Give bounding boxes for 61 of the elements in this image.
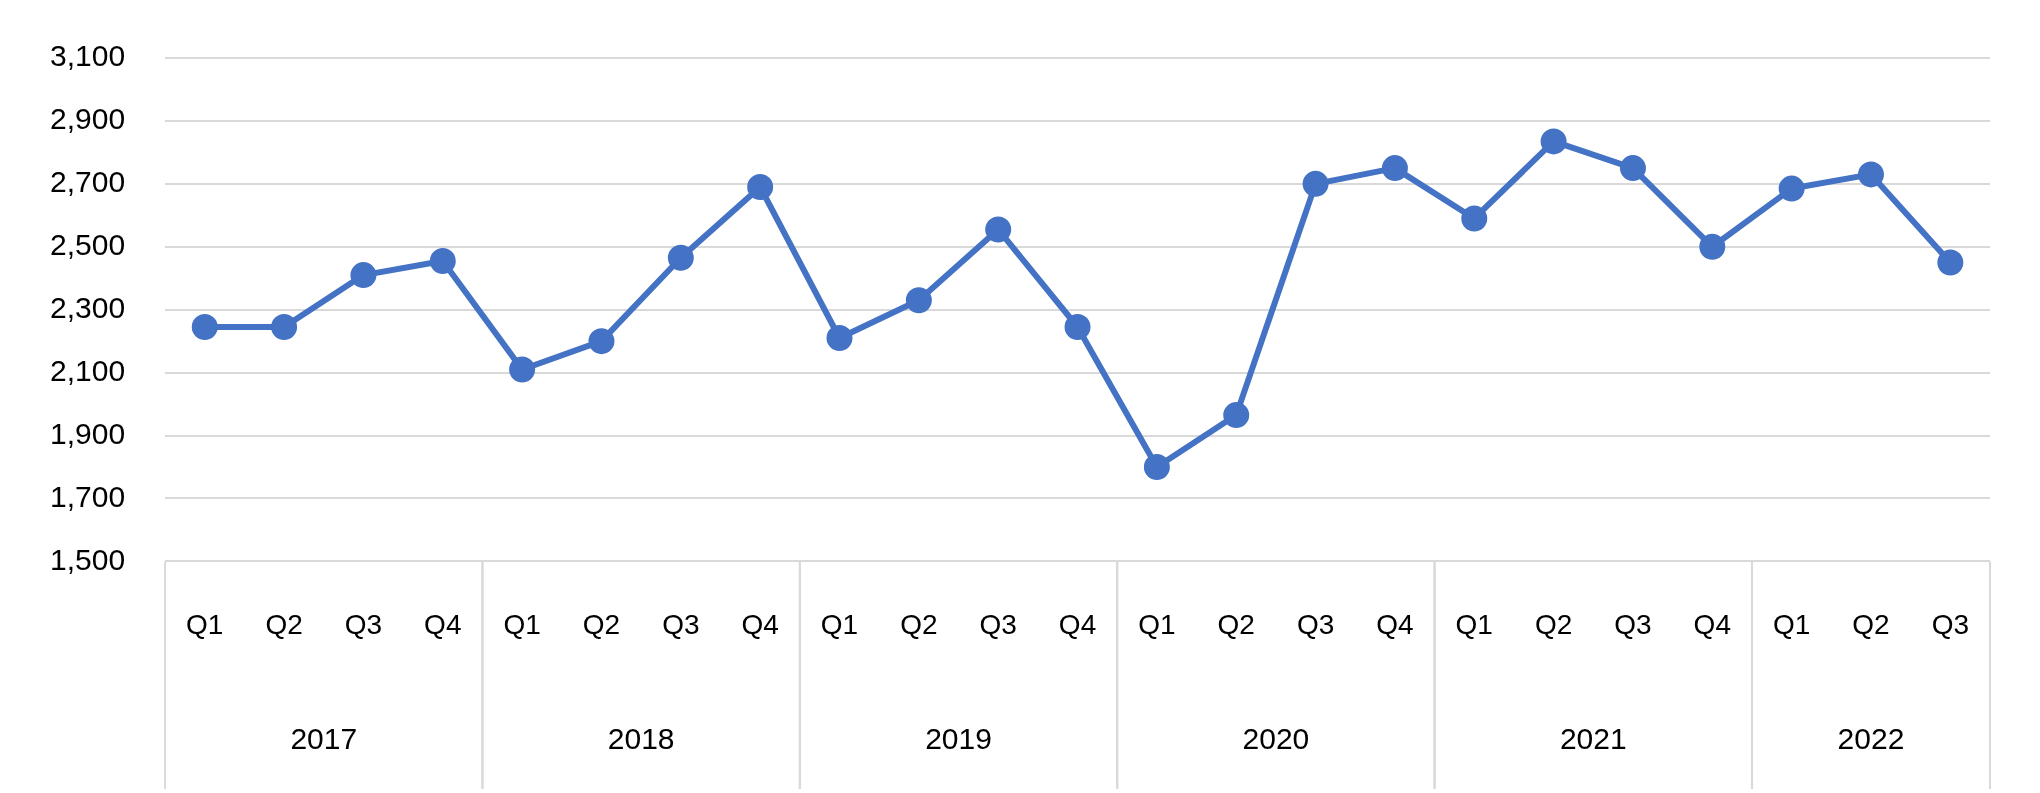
x-tick-label: Q1: [1772, 608, 1811, 640]
x-tick-label: Q2: [1217, 608, 1255, 640]
text: 2021: [1559, 722, 1627, 756]
x-tick-label: Q3: [344, 608, 383, 640]
point: [1302, 170, 1329, 197]
point: [350, 262, 377, 289]
point: [1223, 402, 1250, 429]
x-tick-label: Q4: [741, 608, 779, 640]
point: [985, 216, 1012, 243]
x-tick-label: Q3: [1296, 608, 1335, 640]
x-tick-label: Q4: [1058, 608, 1097, 640]
point: [1381, 155, 1408, 182]
point: [1143, 454, 1170, 481]
text: 2017: [290, 722, 358, 756]
x-tick-label: Q2: [265, 608, 303, 640]
y-tick-label: 1,700: [50, 479, 126, 513]
x-tick-label: Q4: [1693, 608, 1731, 640]
y-tick-label: 2,900: [50, 102, 126, 136]
x-tick-label: Q2: [900, 608, 938, 640]
x-tick-label: Q1: [503, 608, 541, 640]
y-tick-label: 1,900: [50, 416, 126, 450]
point: [667, 244, 694, 271]
x-tick-label: Q1: [1455, 608, 1493, 640]
point: [1619, 155, 1646, 182]
point: [905, 287, 932, 314]
y-tick-label: 3,100: [50, 39, 126, 73]
x-tick-label: Q3: [1614, 608, 1652, 640]
x-tick-label: Q3: [1931, 608, 1970, 640]
x-tick-label: Q4: [424, 608, 462, 640]
point: [191, 314, 218, 340]
x-tick-label: Q4: [1376, 608, 1414, 640]
x-tick-label: Q2: [1852, 608, 1890, 640]
point: [1699, 233, 1726, 260]
x-tick-label: Q3: [662, 608, 700, 640]
x-tick-label: Q2: [582, 608, 621, 640]
x-tick-label: Q1: [186, 608, 224, 640]
point: [1857, 161, 1884, 188]
text: 2022: [1837, 722, 1905, 756]
text: 2019: [925, 722, 992, 756]
point: [1540, 128, 1567, 155]
point: [1461, 205, 1488, 232]
x-tick-label: Q1: [1138, 608, 1176, 640]
y-tick-label: 1,500: [50, 542, 126, 576]
y-tick-label: 2,500: [50, 228, 126, 262]
y-tick-label: 2,300: [50, 290, 126, 324]
x-tick-label: Q2: [1534, 608, 1573, 640]
y-tick-label: 2,700: [50, 165, 126, 199]
x-tick-label: Q1: [820, 608, 859, 640]
x-tick-label: Q3: [979, 608, 1017, 640]
point: [509, 356, 536, 383]
point: [1778, 175, 1805, 202]
text: 2020: [1242, 722, 1310, 756]
text: 2018: [607, 722, 675, 756]
point: [588, 328, 615, 355]
y-tick-label: 2,100: [50, 353, 126, 387]
point: [747, 174, 774, 200]
point: [1064, 314, 1091, 340]
point: [826, 325, 853, 352]
point: [1937, 249, 1964, 276]
point: [271, 314, 298, 340]
point: [429, 247, 456, 274]
